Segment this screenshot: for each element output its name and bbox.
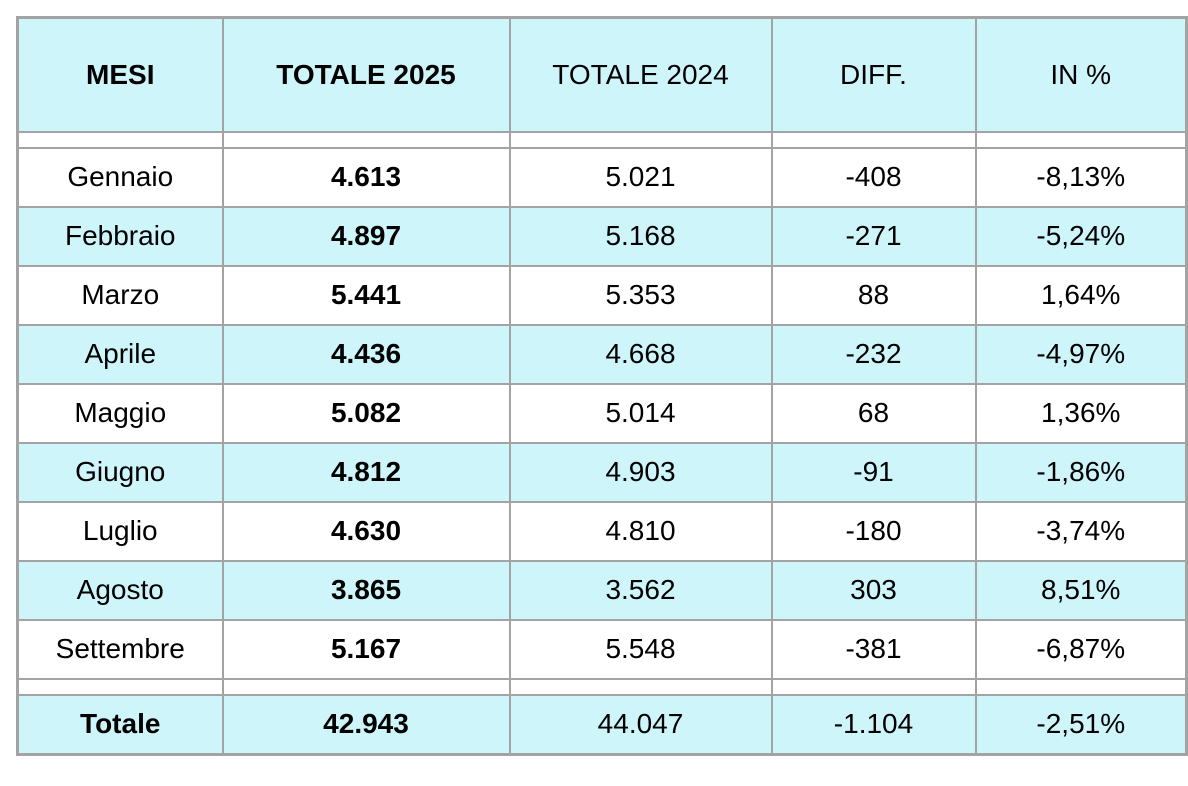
cell-pct: -6,87% xyxy=(974,619,1188,680)
monthly-totals-table: MESI TOTALE 2025 TOTALE 2024 DIFF. IN % … xyxy=(16,16,1188,756)
total-row: Totale 42.943 44.047 -1.104 -2,51% xyxy=(16,694,1188,756)
cell-diff: 68 xyxy=(770,383,977,444)
cell-totale-2024: 5.021 xyxy=(508,147,773,208)
table-row-luglio: Luglio 4.630 4.810 -180 -3,74% xyxy=(16,501,1188,562)
table-row-giugno: Giugno 4.812 4.903 -91 -1,86% xyxy=(16,442,1188,503)
cell-diff: -271 xyxy=(770,206,977,267)
spacer-cell xyxy=(508,678,773,696)
cell-totale-2025: 5.082 xyxy=(221,383,511,444)
spacer-cell xyxy=(974,678,1188,696)
spacer-cell xyxy=(974,131,1188,149)
cell-mese: Aprile xyxy=(16,324,224,385)
cell-totale-2024: 5.014 xyxy=(508,383,773,444)
cell-totale-2024: 5.548 xyxy=(508,619,773,680)
cell-totale-2025: 5.441 xyxy=(221,265,511,326)
total-pct: -2,51% xyxy=(974,694,1188,756)
spacer-cell xyxy=(508,131,773,149)
cell-mese: Marzo xyxy=(16,265,224,326)
cell-mese: Settembre xyxy=(16,619,224,680)
cell-pct: 1,64% xyxy=(974,265,1188,326)
cell-totale-2025: 4.613 xyxy=(221,147,511,208)
cell-pct: -3,74% xyxy=(974,501,1188,562)
cell-pct: -5,24% xyxy=(974,206,1188,267)
cell-mese: Agosto xyxy=(16,560,224,621)
table-row-marzo: Marzo 5.441 5.353 88 1,64% xyxy=(16,265,1188,326)
total-diff: -1.104 xyxy=(770,694,977,756)
cell-mese: Febbraio xyxy=(16,206,224,267)
cell-diff: -381 xyxy=(770,619,977,680)
total-label: Totale xyxy=(16,694,224,756)
cell-diff: -408 xyxy=(770,147,977,208)
cell-totale-2025: 4.897 xyxy=(221,206,511,267)
spacer-row-top xyxy=(16,131,1188,149)
header-mesi: MESI xyxy=(16,16,224,133)
cell-mese: Maggio xyxy=(16,383,224,444)
spacer-row-bottom xyxy=(16,678,1188,696)
cell-totale-2024: 3.562 xyxy=(508,560,773,621)
cell-totale-2025: 4.436 xyxy=(221,324,511,385)
cell-diff: -180 xyxy=(770,501,977,562)
cell-diff: 303 xyxy=(770,560,977,621)
header-diff: DIFF. xyxy=(770,16,977,133)
cell-diff: -91 xyxy=(770,442,977,503)
total-2025: 42.943 xyxy=(221,694,511,756)
cell-mese: Gennaio xyxy=(16,147,224,208)
cell-pct: 1,36% xyxy=(974,383,1188,444)
header-in-pct: IN % xyxy=(974,16,1188,133)
spacer-cell xyxy=(16,678,224,696)
spacer-cell xyxy=(221,131,511,149)
table-row-gennaio: Gennaio 4.613 5.021 -408 -8,13% xyxy=(16,147,1188,208)
cell-pct: 8,51% xyxy=(974,560,1188,621)
table-row-maggio: Maggio 5.082 5.014 68 1,36% xyxy=(16,383,1188,444)
spacer-cell xyxy=(16,131,224,149)
cell-totale-2025: 5.167 xyxy=(221,619,511,680)
cell-totale-2024: 5.168 xyxy=(508,206,773,267)
cell-totale-2025: 3.865 xyxy=(221,560,511,621)
cell-diff: -232 xyxy=(770,324,977,385)
header-totale-2025: TOTALE 2025 xyxy=(221,16,511,133)
cell-totale-2024: 4.668 xyxy=(508,324,773,385)
cell-diff: 88 xyxy=(770,265,977,326)
table-row-agosto: Agosto 3.865 3.562 303 8,51% xyxy=(16,560,1188,621)
header-row: MESI TOTALE 2025 TOTALE 2024 DIFF. IN % xyxy=(16,16,1188,133)
cell-totale-2025: 4.630 xyxy=(221,501,511,562)
spacer-cell xyxy=(770,678,977,696)
table-row-settembre: Settembre 5.167 5.548 -381 -6,87% xyxy=(16,619,1188,680)
total-2024: 44.047 xyxy=(508,694,773,756)
cell-pct: -4,97% xyxy=(974,324,1188,385)
header-totale-2024: TOTALE 2024 xyxy=(508,16,773,133)
cell-pct: -1,86% xyxy=(974,442,1188,503)
table-row-aprile: Aprile 4.436 4.668 -232 -4,97% xyxy=(16,324,1188,385)
cell-pct: -8,13% xyxy=(974,147,1188,208)
spacer-cell xyxy=(221,678,511,696)
cell-totale-2024: 5.353 xyxy=(508,265,773,326)
cell-mese: Luglio xyxy=(16,501,224,562)
cell-mese: Giugno xyxy=(16,442,224,503)
cell-totale-2024: 4.810 xyxy=(508,501,773,562)
table-row-febbraio: Febbraio 4.897 5.168 -271 -5,24% xyxy=(16,206,1188,267)
spacer-cell xyxy=(770,131,977,149)
cell-totale-2025: 4.812 xyxy=(221,442,511,503)
cell-totale-2024: 4.903 xyxy=(508,442,773,503)
